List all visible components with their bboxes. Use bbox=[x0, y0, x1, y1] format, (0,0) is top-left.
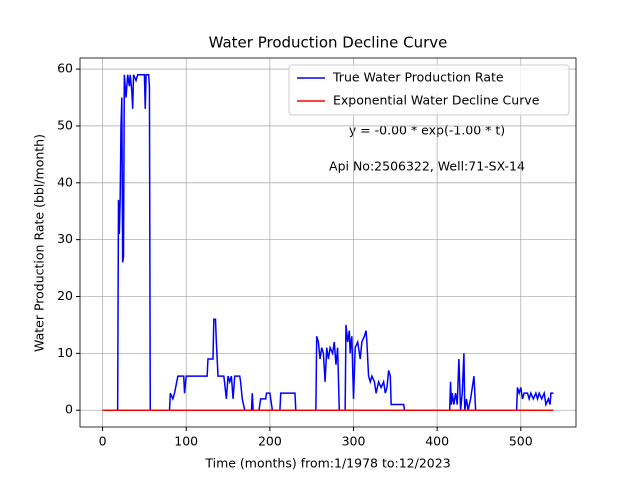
x-tick-label: 0 bbox=[99, 434, 107, 449]
annotation: Api No:2506322, Well:71-SX-14 bbox=[329, 159, 525, 174]
x-tick-label: 500 bbox=[509, 434, 533, 449]
y-tick-label: 10 bbox=[57, 345, 73, 360]
chart-title: Water Production Decline Curve bbox=[209, 34, 448, 52]
y-tick-label: 20 bbox=[57, 288, 73, 303]
y-tick-label: 30 bbox=[57, 231, 73, 246]
x-tick-label: 400 bbox=[425, 434, 449, 449]
x-tick-label: 200 bbox=[258, 434, 282, 449]
y-tick-label: 40 bbox=[57, 174, 73, 189]
x-tick-label: 100 bbox=[174, 434, 198, 449]
legend-label: Exponential Water Decline Curve bbox=[333, 93, 540, 108]
x-axis-label: Time (months) from:1/1978 to:12/2023 bbox=[204, 456, 450, 471]
y-tick-label: 0 bbox=[65, 402, 73, 417]
y-tick-label: 60 bbox=[57, 61, 73, 76]
legend-box bbox=[288, 64, 570, 116]
annotation: y = -0.00 * exp(-1.00 * t) bbox=[349, 123, 505, 138]
y-axis-label: Water Production Rate (bbl/month) bbox=[32, 134, 47, 352]
y-tick-label: 50 bbox=[57, 117, 73, 132]
legend-label: True Water Production Rate bbox=[332, 70, 504, 85]
x-tick-label: 300 bbox=[342, 434, 366, 449]
plot-frame bbox=[79, 57, 577, 428]
